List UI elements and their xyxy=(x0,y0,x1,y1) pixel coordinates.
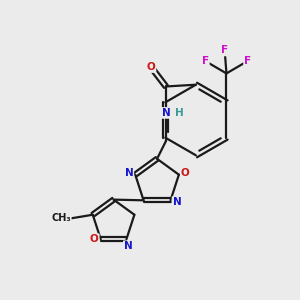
Text: O: O xyxy=(90,234,99,244)
Text: F: F xyxy=(202,56,209,66)
Text: N: N xyxy=(161,108,170,118)
Text: F: F xyxy=(244,56,251,66)
Text: H: H xyxy=(175,108,184,118)
Text: O: O xyxy=(181,168,190,178)
Text: N: N xyxy=(124,168,133,178)
Text: F: F xyxy=(221,46,228,56)
Text: N: N xyxy=(172,197,181,207)
Text: O: O xyxy=(147,62,155,72)
Text: CH₃: CH₃ xyxy=(51,213,71,223)
Text: N: N xyxy=(124,241,133,251)
